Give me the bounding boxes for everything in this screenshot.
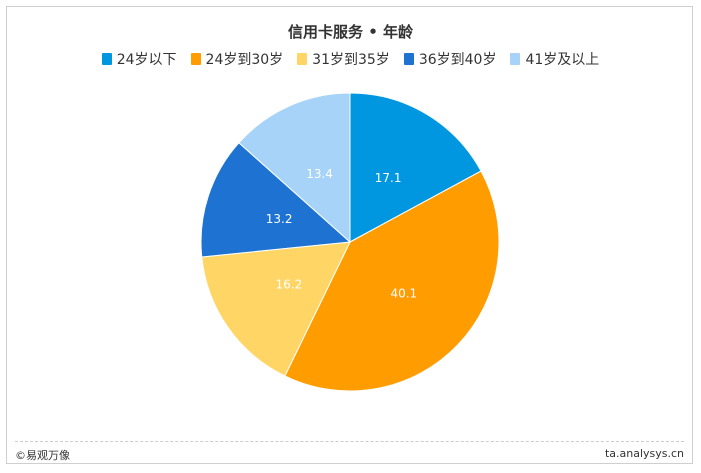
slice-value-label: 13.4	[306, 167, 333, 181]
pie-slice[interactable]	[200, 142, 352, 258]
legend-label: 24岁以下	[116, 52, 177, 68]
legend-swatch	[190, 53, 201, 65]
pie-slice[interactable]	[349, 92, 482, 243]
footer-site: ta.analysys.cn	[604, 447, 684, 460]
footer-brand: ©易观万像	[15, 449, 70, 462]
pie-slice[interactable]	[201, 241, 351, 377]
slice-value-label: 13.2	[266, 212, 293, 226]
slice-value-label: 40.1	[390, 287, 417, 301]
chart-legend: 24岁以下 24岁到30岁 31岁到35岁 36岁到40岁 41岁及以上	[7, 49, 694, 69]
legend-item[interactable]: 36岁到40岁	[403, 49, 497, 69]
chart-frame: 信用卡服务 • 年龄 24岁以下 24岁到30岁 31岁到35岁 36岁到40岁…	[6, 6, 693, 464]
legend-label: 36岁到40岁	[418, 52, 497, 68]
legend-swatch	[403, 53, 414, 65]
pie-slice[interactable]	[238, 92, 351, 244]
legend-swatch	[297, 53, 308, 65]
legend-label: 24岁到30岁	[205, 52, 284, 68]
legend-item[interactable]: 31岁到35岁	[297, 49, 390, 69]
slice-value-label: 16.2	[276, 278, 303, 292]
legend-swatch	[101, 53, 112, 65]
slice-value-label: 17.1	[375, 171, 402, 185]
legend-label: 41岁及以上	[525, 52, 600, 68]
pie-slice[interactable]	[284, 170, 500, 392]
legend-item[interactable]: 24岁到30岁	[190, 49, 284, 69]
legend-label: 31岁到35岁	[312, 52, 390, 68]
pie-chart: 17.1 40.1 16.2 13.2 13.4	[200, 92, 500, 392]
legend-item[interactable]: 24岁以下	[101, 49, 177, 69]
footer-divider	[15, 441, 684, 442]
legend-item[interactable]: 41岁及以上	[510, 49, 599, 69]
chart-title: 信用卡服务 • 年龄	[287, 23, 414, 41]
legend-swatch	[510, 53, 521, 65]
